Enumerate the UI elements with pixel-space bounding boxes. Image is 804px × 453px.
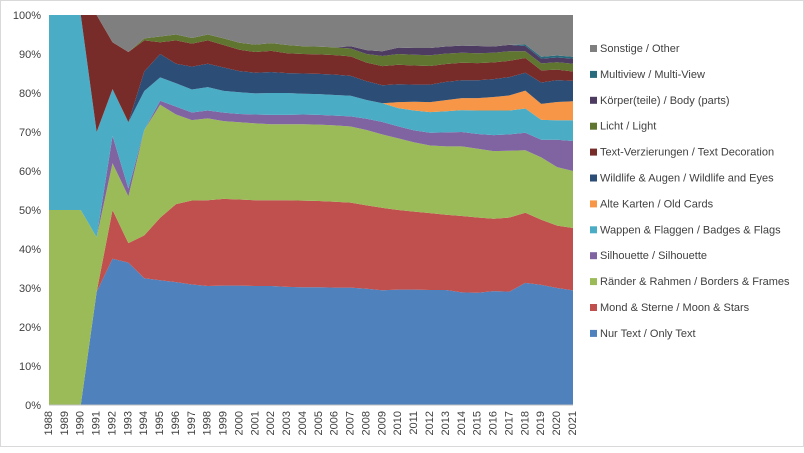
x-tick-label: 2011 — [408, 411, 420, 435]
legend-label: Wappen & Flaggen / Badges & Flags — [600, 224, 781, 236]
legend-swatch — [590, 70, 597, 78]
legend-label: Nur Text / Only Text — [600, 328, 696, 340]
area-series-8 — [49, 15, 573, 72]
y-tick-label: 100% — [13, 10, 41, 22]
legend-label: Licht / Light — [600, 121, 656, 133]
legend-swatch — [590, 252, 597, 260]
x-tick-label: 1994 — [138, 411, 150, 435]
legend-swatch — [590, 200, 597, 208]
legend-label: Text-Verzierungen / Text Decoration — [600, 147, 774, 159]
area-series-0 — [49, 258, 573, 405]
x-tick-label: 1991 — [91, 411, 103, 435]
x-tick-label: 1997 — [186, 411, 198, 435]
x-tick-label: 1988 — [43, 411, 55, 435]
legend-swatch — [590, 122, 597, 130]
y-tick-label: 20% — [19, 322, 41, 334]
y-tick-label: 0% — [25, 400, 41, 412]
x-tick-label: 2006 — [329, 411, 341, 435]
legend-label: Wildlife & Augen / Wildlife and Eyes — [600, 173, 774, 185]
x-tick-label: 2010 — [392, 411, 404, 435]
y-tick-label: 50% — [19, 205, 41, 217]
y-tick-label: 60% — [19, 166, 41, 178]
x-tick-label: 1996 — [170, 411, 182, 435]
x-tick-label: 2021 — [567, 411, 579, 435]
x-tick-label: 2005 — [313, 411, 325, 435]
x-axis: 1988 1989 1990 1991 1992 1993 1994 1995 1996 1997… — [43, 404, 579, 435]
legend-swatch — [590, 45, 597, 52]
x-tick-label: 2003 — [281, 411, 293, 435]
x-tick-label: 2007 — [345, 411, 357, 435]
legend-swatch — [590, 304, 597, 311]
x-tick-label: 1989 — [59, 411, 71, 435]
legend-label: Mond & Sterne / Moon & Stars — [600, 302, 750, 314]
area-series-3 — [49, 100, 573, 238]
x-tick-label: 1998 — [202, 411, 214, 435]
x-tick-label: 1992 — [106, 411, 118, 435]
legend-swatch — [590, 148, 597, 156]
y-tick-label: 10% — [19, 361, 41, 373]
x-tick-label: 2017 — [503, 411, 515, 435]
x-tick-label: 1993 — [122, 411, 134, 435]
plot-area — [49, 15, 573, 405]
y-axis: 0% 10% 20% 30% 40% 50% 60% 70% 80% 90% 100% — [13, 10, 41, 412]
area-series-9 — [49, 15, 573, 64]
x-tick-label: 2016 — [488, 411, 500, 435]
x-tick-label: 2014 — [456, 411, 468, 435]
legend: Sonstige / Other Multiview / Multi-View Kö… — [590, 43, 790, 340]
legend-label: Körper(teile) / Body (parts) — [600, 95, 730, 107]
legend-label: Alte Karten / Old Cards — [600, 198, 714, 210]
legend-label: Ränder & Rahmen / Borders & Frames — [600, 276, 790, 288]
x-tick-label: 2000 — [233, 411, 245, 435]
x-tick-label: 2004 — [297, 411, 309, 435]
y-tick-label: 90% — [19, 49, 41, 61]
y-tick-label: 80% — [19, 88, 41, 100]
y-tick-label: 30% — [19, 283, 41, 295]
y-tick-label: 40% — [19, 244, 41, 256]
x-tick-label: 1995 — [154, 411, 166, 435]
x-tick-label: 1990 — [75, 411, 87, 435]
x-tick-label: 2001 — [249, 411, 261, 435]
area-series-6 — [49, 15, 573, 132]
legend-swatch — [590, 174, 597, 182]
legend-label: Multiview / Multi-View — [600, 69, 705, 81]
x-tick-label: 2013 — [440, 411, 452, 435]
legend-swatch — [590, 329, 597, 337]
legend-label: Sonstige / Other — [600, 43, 680, 55]
x-tick-label: 2002 — [265, 411, 277, 435]
x-tick-label: 2015 — [472, 411, 484, 435]
area-series-1 — [49, 198, 573, 405]
legend-swatch — [590, 96, 597, 104]
area-series-11 — [49, 15, 573, 57]
legend-swatch — [590, 278, 597, 286]
x-tick-label: 2018 — [519, 411, 531, 435]
x-tick-label: 2009 — [376, 411, 388, 435]
area-series-7 — [49, 15, 573, 132]
x-tick-label: 2008 — [360, 411, 372, 435]
y-tick-label: 70% — [19, 127, 41, 139]
area-series-2 — [49, 104, 573, 405]
legend-label: Silhouette / Silhouette — [600, 250, 707, 262]
x-tick-label: 2020 — [551, 411, 563, 435]
x-tick-label: 2019 — [535, 411, 547, 435]
area-series-5 — [49, 15, 573, 132]
x-tick-label: 2012 — [424, 411, 436, 435]
legend-swatch — [590, 226, 597, 234]
x-tick-label: 1999 — [218, 411, 230, 435]
area-series-4 — [49, 15, 573, 238]
